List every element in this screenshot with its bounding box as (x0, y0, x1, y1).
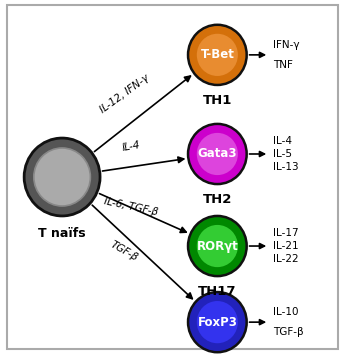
Text: T-Bet: T-Bet (200, 48, 234, 61)
Text: RORγt: RORγt (196, 240, 238, 252)
Text: IL-4: IL-4 (273, 136, 292, 145)
Circle shape (188, 292, 247, 352)
Circle shape (196, 132, 239, 176)
Circle shape (188, 124, 247, 184)
Text: IL-12, IFN-γ: IL-12, IFN-γ (98, 73, 151, 115)
Text: TGF-β: TGF-β (273, 327, 304, 337)
Text: FoxP3: FoxP3 (197, 316, 237, 329)
Text: IL-6, TGF-β: IL-6, TGF-β (103, 196, 159, 218)
Circle shape (196, 300, 239, 344)
Text: TGF-β: TGF-β (109, 239, 140, 263)
Circle shape (34, 148, 90, 206)
FancyBboxPatch shape (7, 5, 338, 349)
Text: IL-4: IL-4 (121, 141, 141, 153)
Text: IL-10: IL-10 (273, 307, 299, 317)
Text: IL-17: IL-17 (273, 228, 299, 238)
Circle shape (188, 25, 247, 85)
Text: IFN-γ: IFN-γ (273, 40, 300, 50)
Text: IL-22: IL-22 (273, 255, 299, 264)
Text: Gata3: Gata3 (198, 148, 237, 160)
Circle shape (24, 138, 100, 216)
Text: IL-13: IL-13 (273, 162, 299, 172)
Circle shape (196, 224, 239, 268)
Text: TH1: TH1 (203, 94, 232, 107)
Text: IL-21: IL-21 (273, 241, 299, 251)
Text: T naïfs: T naïfs (38, 227, 86, 240)
Text: IL-5: IL-5 (273, 149, 292, 159)
Text: TNF: TNF (273, 60, 293, 70)
Circle shape (188, 216, 247, 276)
Circle shape (196, 33, 239, 77)
Text: TH2: TH2 (203, 193, 232, 206)
Text: TH17: TH17 (198, 285, 237, 298)
